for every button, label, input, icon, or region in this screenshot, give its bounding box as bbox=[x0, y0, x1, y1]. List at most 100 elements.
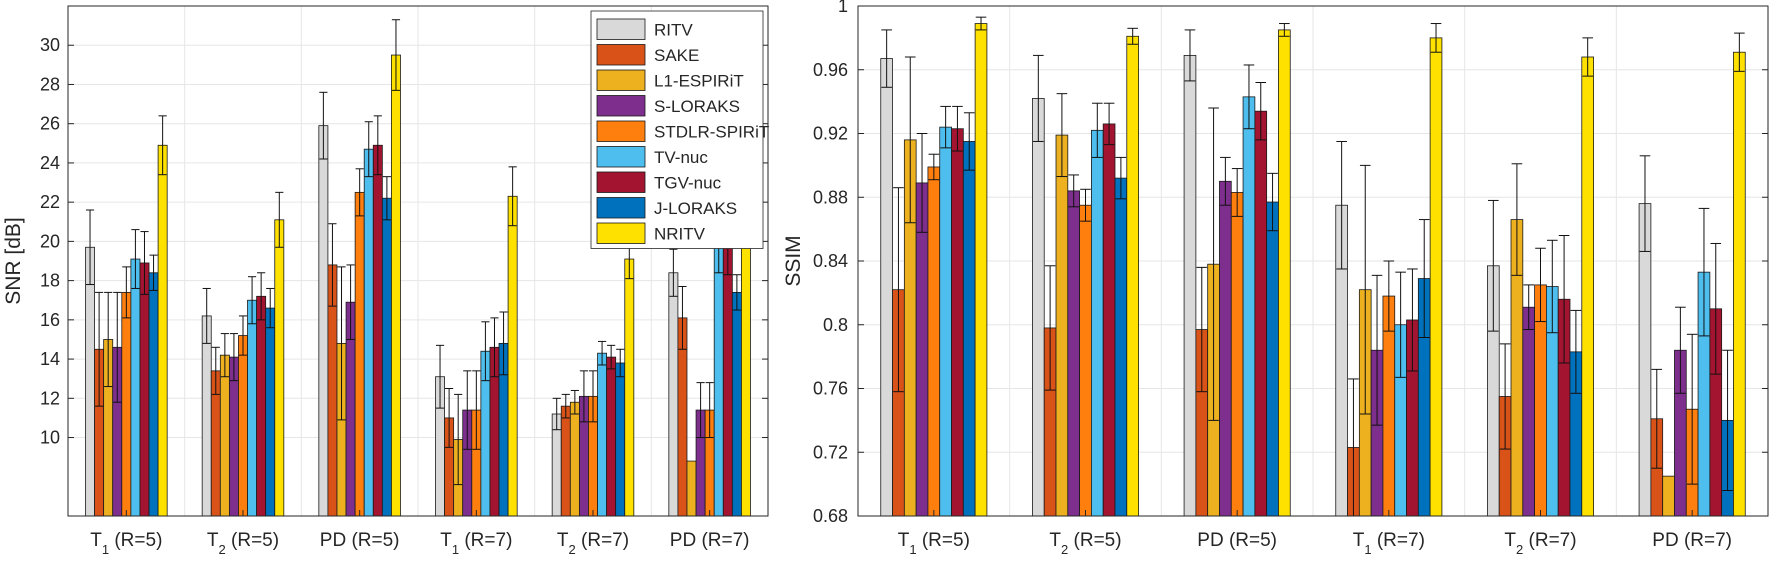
y-tick-label: 18 bbox=[40, 271, 60, 291]
y-axis: 10 12 14 16 18 20 22 24 26 28 30 bbox=[40, 35, 768, 448]
legend-swatch bbox=[596, 171, 646, 193]
legend-swatch bbox=[596, 69, 646, 91]
x-tick-label: T1 (R=7) bbox=[1353, 530, 1425, 557]
x-tick-label-main: T bbox=[898, 530, 910, 551]
y-tick-label: 0.76 bbox=[813, 379, 848, 399]
legend-item: S-LORAKS bbox=[596, 95, 740, 117]
legend-item: TV-nuc bbox=[596, 146, 708, 168]
bar bbox=[668, 272, 679, 517]
legend: RITV SAKE L1-ESPIRiT S-LORAKS STDLR-SPIRiT TV… bbox=[590, 10, 769, 249]
x-tick-label: PD (R=5) bbox=[1197, 530, 1277, 551]
bar bbox=[85, 246, 95, 517]
bar bbox=[915, 182, 929, 517]
bar bbox=[381, 197, 392, 517]
y-tick-label: 0.8 bbox=[823, 315, 848, 335]
y-axis: 0.68 0.72 0.76 0.8 0.84 0.88 0.92 0.96 1 bbox=[813, 0, 1768, 526]
bar bbox=[1090, 129, 1104, 517]
y-tick-label: 0.84 bbox=[813, 251, 848, 271]
y-tick-label: 0.88 bbox=[813, 187, 848, 207]
x-tick-label-main: T bbox=[440, 530, 452, 551]
bar bbox=[606, 356, 617, 517]
y-tick-label: 30 bbox=[40, 35, 60, 55]
gridlines bbox=[858, 5, 1768, 517]
bar bbox=[372, 144, 383, 517]
legend-swatch bbox=[596, 95, 646, 117]
bar bbox=[121, 291, 132, 517]
y-tick-label: 1 bbox=[838, 0, 848, 16]
y-tick-label: 12 bbox=[40, 388, 60, 408]
x-tick-label-subscript: 2 bbox=[1061, 542, 1068, 557]
bar bbox=[951, 128, 964, 517]
bar bbox=[939, 126, 952, 517]
bar bbox=[1032, 98, 1045, 517]
legend-swatch bbox=[596, 146, 646, 168]
bar bbox=[130, 258, 141, 517]
x-tick-label-rest: (R=5) bbox=[109, 530, 162, 551]
bar bbox=[1581, 56, 1594, 517]
legend-swatch bbox=[596, 18, 646, 40]
bar bbox=[597, 352, 608, 517]
x-tick-label-rest: (R=5) bbox=[917, 530, 970, 551]
x-tick-label-subscript: 1 bbox=[102, 542, 109, 557]
bar bbox=[1662, 475, 1675, 517]
legend-item: STDLR-SPIRiT bbox=[596, 120, 769, 142]
bar bbox=[1183, 55, 1197, 517]
bar bbox=[391, 54, 401, 517]
x-tick-label-subscript: 2 bbox=[569, 542, 576, 557]
x-tick-label-main: T bbox=[1353, 530, 1365, 551]
bar bbox=[157, 144, 168, 517]
bar bbox=[1733, 51, 1746, 517]
x-tick-label-main: T bbox=[207, 530, 219, 551]
y-tick-label: 20 bbox=[40, 231, 60, 251]
y-axis-title: SSIM bbox=[782, 235, 805, 286]
legend-swatch bbox=[596, 44, 646, 66]
y-tick-label: 16 bbox=[40, 310, 60, 330]
bar bbox=[1102, 123, 1116, 517]
bar bbox=[1114, 177, 1128, 517]
bar bbox=[1254, 110, 1268, 517]
gridlines bbox=[68, 6, 768, 516]
bar bbox=[1429, 37, 1443, 517]
legend-swatch bbox=[596, 197, 646, 219]
x-tick-label-main: T bbox=[90, 530, 102, 551]
bar bbox=[1522, 306, 1536, 517]
x-tick-label-main: T bbox=[1049, 530, 1061, 551]
y-tick-label: 0.68 bbox=[813, 506, 848, 526]
bar bbox=[686, 460, 697, 517]
legend-item: SAKE bbox=[596, 44, 699, 66]
legend-label: L1-ESPIRiT bbox=[654, 72, 744, 91]
x-tick-label-rest: (R=7) bbox=[576, 530, 629, 551]
bar bbox=[256, 295, 267, 517]
bar bbox=[318, 125, 329, 517]
bar bbox=[354, 191, 365, 517]
x-tick-label-subscript: 1 bbox=[452, 542, 459, 557]
x-tick-label: PD (R=7) bbox=[1652, 530, 1732, 551]
bar bbox=[1126, 35, 1139, 517]
bar bbox=[880, 58, 893, 517]
legend-item: J-LORAKS bbox=[596, 197, 737, 219]
bar bbox=[238, 335, 248, 517]
bar bbox=[1219, 180, 1232, 517]
legend-label: RITV bbox=[654, 21, 693, 40]
legend-item: L1-ESPIRiT bbox=[596, 69, 744, 91]
bar bbox=[1055, 134, 1069, 517]
bar bbox=[1278, 29, 1291, 517]
legend-item: RITV bbox=[596, 18, 693, 40]
bar bbox=[615, 362, 626, 517]
bar bbox=[274, 219, 285, 517]
bar bbox=[731, 291, 742, 517]
y-tick-label: 0.96 bbox=[813, 60, 848, 80]
legend-item: TGV-nuc bbox=[596, 171, 722, 193]
bar bbox=[247, 299, 258, 517]
bar bbox=[1067, 190, 1081, 517]
bar bbox=[219, 354, 230, 517]
bar bbox=[1242, 96, 1256, 517]
legend-label: S-LORAKS bbox=[654, 97, 740, 116]
bar bbox=[1230, 192, 1244, 517]
y-tick-label: 26 bbox=[40, 114, 60, 134]
bar bbox=[201, 315, 212, 517]
bar bbox=[139, 262, 150, 517]
